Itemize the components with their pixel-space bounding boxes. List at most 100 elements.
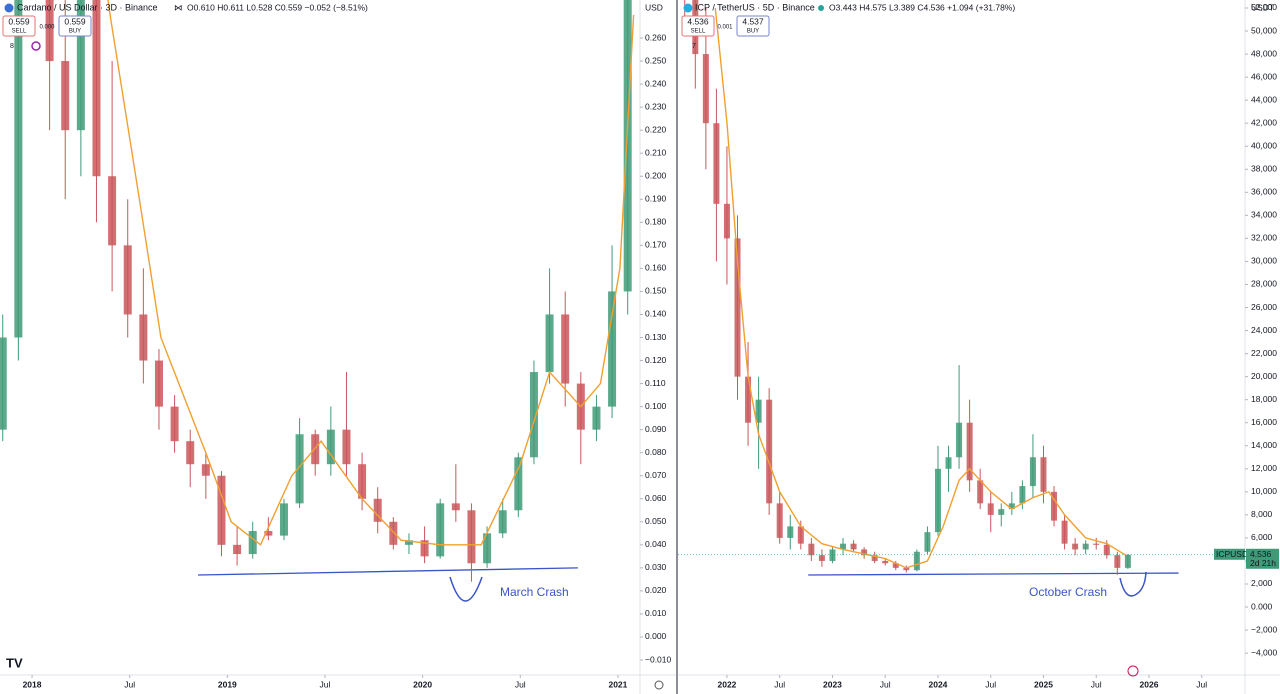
y-tick-label: 0.260 bbox=[645, 32, 667, 42]
candle-body bbox=[808, 543, 815, 556]
candle-body bbox=[311, 434, 320, 465]
candle-body bbox=[0, 337, 7, 430]
y-tick-label: 38,000 bbox=[1251, 164, 1277, 174]
buy-label: BUY bbox=[747, 29, 759, 35]
y-tick-label: 0.010 bbox=[645, 608, 667, 618]
y-tick-label: 2,000 bbox=[1251, 578, 1273, 588]
y-tick-label: 0.020 bbox=[645, 585, 667, 595]
x-tick-label: 2023 bbox=[823, 679, 842, 689]
sell-button[interactable] bbox=[681, 15, 715, 37]
indicator-count[interactable]: 8 bbox=[10, 43, 14, 50]
candle-body bbox=[977, 480, 984, 504]
candle-body bbox=[840, 543, 847, 550]
y-tick-label: 0.110 bbox=[645, 378, 666, 388]
candle-body bbox=[903, 567, 910, 571]
buy-label: BUY bbox=[69, 29, 81, 35]
price-tag bbox=[1246, 548, 1279, 569]
candle-body bbox=[818, 555, 825, 561]
x-tick-label: 2019 bbox=[218, 679, 237, 689]
candle-body bbox=[108, 176, 117, 246]
y-tick-label: 0.190 bbox=[645, 194, 667, 204]
y-tick-label: 28,000 bbox=[1251, 279, 1277, 289]
countdown: 2d 21h bbox=[1250, 558, 1276, 568]
candle-body bbox=[483, 533, 492, 564]
candle-body bbox=[451, 503, 460, 511]
plot-left bbox=[0, 0, 635, 582]
candle-body bbox=[14, 0, 23, 338]
x-tick-label: Jul bbox=[320, 679, 331, 689]
buy-button[interactable] bbox=[736, 15, 770, 37]
buy-price: 0.559 bbox=[64, 16, 86, 26]
candle-body bbox=[514, 457, 523, 511]
indicator-icon[interactable] bbox=[31, 41, 41, 51]
candle-body bbox=[998, 509, 1005, 515]
symbol-title: Cardano / US Dollar · 3D · Binance bbox=[17, 2, 158, 12]
y-tick-label: 0.130 bbox=[645, 332, 667, 342]
x-tick-label: 2018 bbox=[23, 679, 42, 689]
candle-body bbox=[892, 563, 899, 568]
candle-body bbox=[871, 555, 878, 561]
y-tick-label: 0.220 bbox=[645, 124, 667, 134]
sell-button[interactable] bbox=[2, 15, 36, 37]
y-tick-label: 0.180 bbox=[645, 217, 667, 227]
crash-arc bbox=[1119, 571, 1147, 597]
settings-icon[interactable] bbox=[654, 680, 664, 690]
sell-label: SELL bbox=[12, 29, 27, 35]
currency: USD bbox=[645, 2, 663, 12]
candle-body bbox=[498, 510, 507, 534]
y-tick-label: 36,000 bbox=[1251, 187, 1277, 197]
buy-button[interactable] bbox=[58, 15, 92, 37]
candle-body bbox=[913, 551, 920, 571]
logo[interactable]: TV bbox=[6, 655, 23, 670]
symbol-icon bbox=[683, 3, 693, 13]
event-icon[interactable] bbox=[1127, 665, 1139, 677]
y-tick-label: 0.230 bbox=[645, 101, 667, 111]
candle-body bbox=[924, 532, 931, 552]
candle-body bbox=[326, 429, 335, 465]
support-line bbox=[198, 567, 578, 576]
x-tick-label: Jul bbox=[124, 679, 135, 689]
y-tick-label: 14,000 bbox=[1251, 440, 1277, 450]
x-tick-label: Jul bbox=[880, 679, 891, 689]
x-tick-label: Jul bbox=[515, 679, 526, 689]
moving-average bbox=[714, 7, 1127, 569]
y-tick-label: 0.210 bbox=[645, 147, 667, 157]
y-tick-label: 0.170 bbox=[645, 240, 667, 250]
plot-right bbox=[678, 0, 1245, 576]
y-tick-label: 0.000 bbox=[645, 631, 667, 641]
status-dot bbox=[818, 5, 824, 11]
sell-label: SELL bbox=[691, 29, 706, 35]
candle-body bbox=[797, 526, 804, 544]
y-tick-label: 52,000 bbox=[1251, 2, 1277, 12]
x-tick-label: Jul bbox=[774, 679, 785, 689]
candle-body bbox=[545, 314, 554, 373]
y-tick-label: −0.010 bbox=[645, 654, 672, 664]
symbol-tag bbox=[1214, 548, 1245, 560]
y-tick-label: 0.030 bbox=[645, 562, 667, 572]
y-tick-label: 0.040 bbox=[645, 539, 667, 549]
candle-body bbox=[776, 503, 783, 538]
candle-body bbox=[987, 503, 994, 515]
link-icon[interactable]: ⋈ bbox=[174, 2, 183, 12]
candle-body bbox=[389, 521, 398, 545]
candle-body bbox=[201, 464, 210, 476]
candle-body bbox=[61, 61, 70, 131]
candle-body bbox=[829, 549, 836, 561]
candle-body bbox=[1061, 520, 1068, 544]
ohlc-values: O3.443 H4.575 L3.389 C4.536 +1.094 (+31.… bbox=[829, 2, 1015, 12]
candle-body bbox=[186, 441, 195, 465]
candle-body bbox=[76, 0, 85, 131]
symbol-title: ICP / TetherUS · 5D · Binance bbox=[695, 2, 815, 12]
y-tick-label: 0.060 bbox=[645, 493, 667, 503]
indicator-count[interactable]: 7 bbox=[692, 43, 696, 50]
y-tick-label: 0.070 bbox=[645, 470, 667, 480]
y-tick-label: 24,000 bbox=[1251, 325, 1277, 335]
candle-body bbox=[264, 531, 273, 536]
candle-body bbox=[787, 526, 794, 538]
candle-body bbox=[529, 372, 538, 458]
candle-body bbox=[623, 0, 632, 292]
ohlc-values: O0.610 H0.611 L0.528 C0.559 −0.052 (−8.5… bbox=[187, 2, 368, 12]
x-tick-label: 2020 bbox=[413, 679, 432, 689]
y-tick-label: 22,000 bbox=[1251, 348, 1277, 358]
